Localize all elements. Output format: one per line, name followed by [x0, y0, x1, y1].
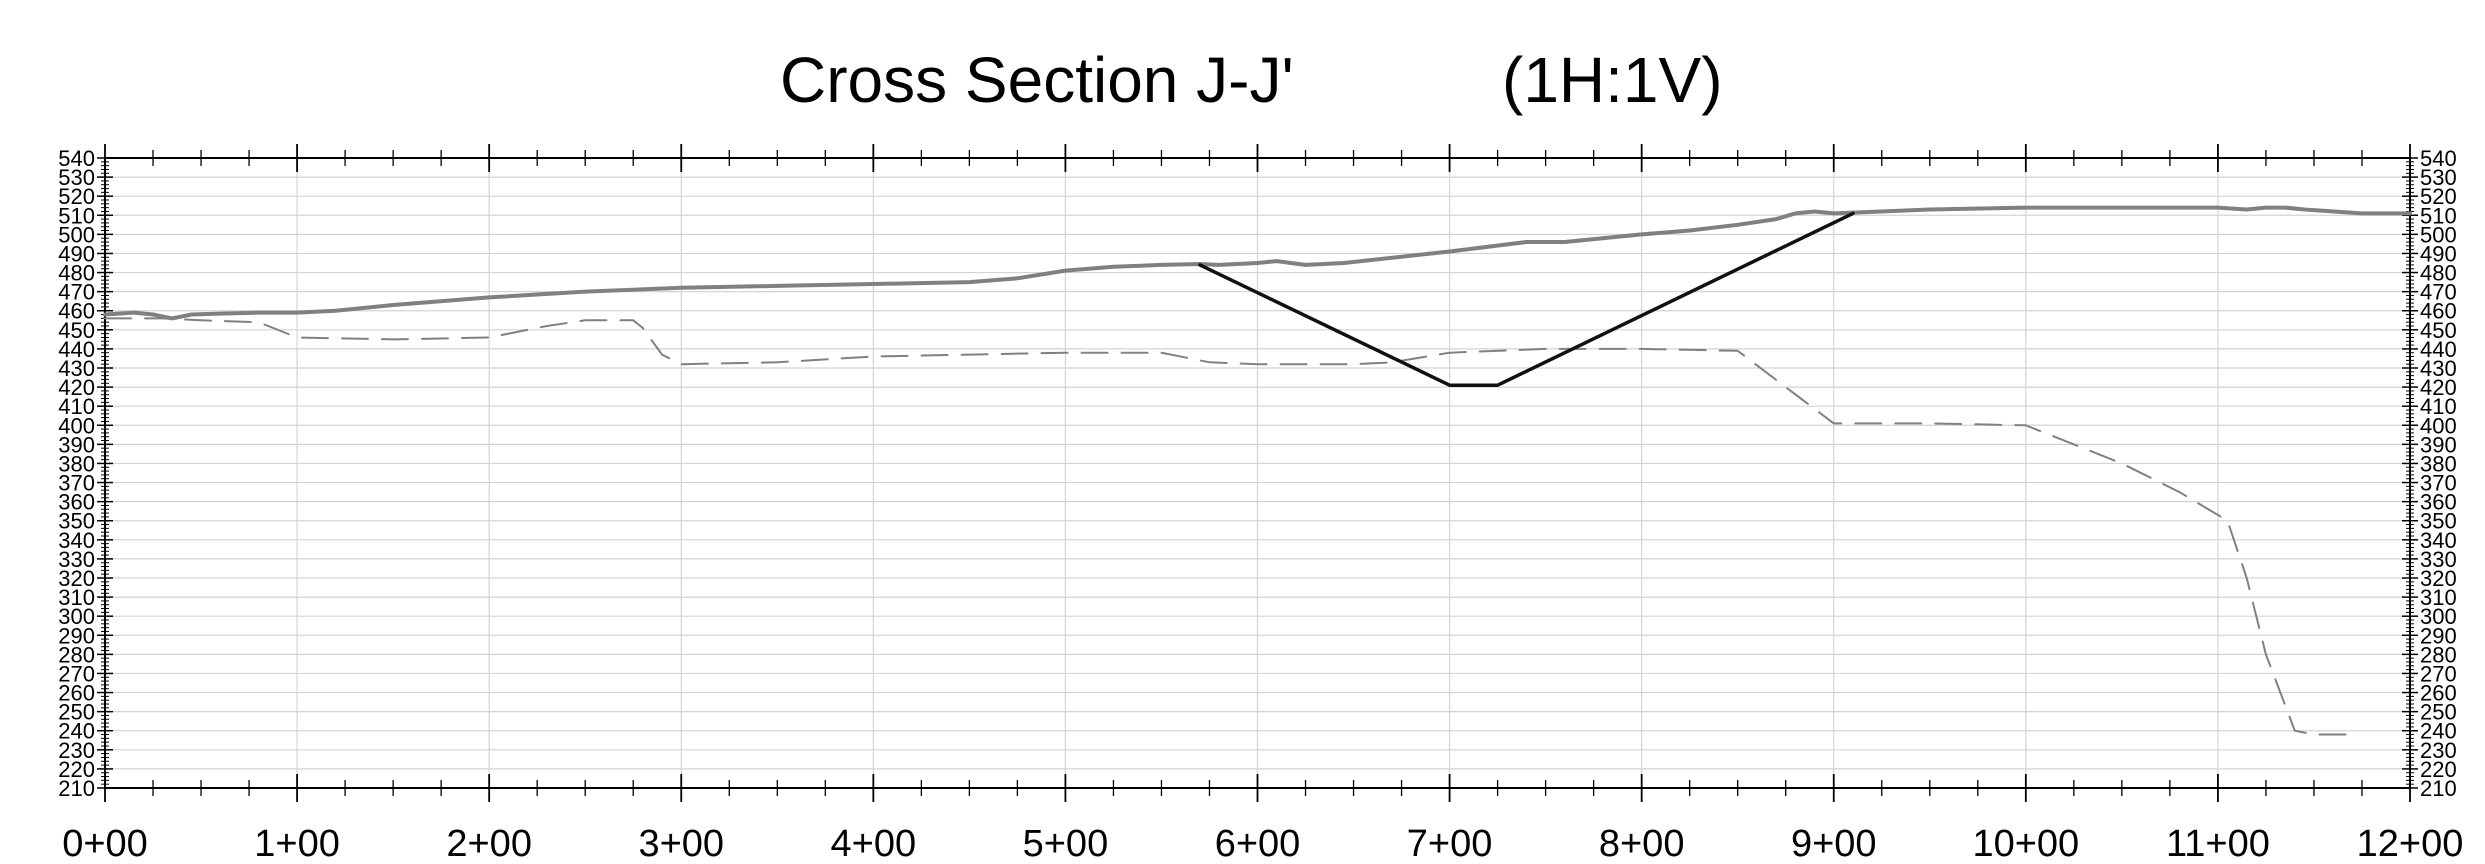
y-tick-label: 450: [58, 318, 95, 343]
y-tick-label: 330: [2420, 547, 2457, 572]
x-tick-label: 9+00: [1791, 823, 1877, 864]
plot-frame: [97, 144, 2418, 802]
y-tick-label: 360: [2420, 490, 2457, 515]
y-tick-label: 240: [58, 719, 95, 744]
y-tick-label: 260: [2420, 681, 2457, 706]
y-tick-label: 390: [58, 432, 95, 457]
chart-title: Cross Section J-J': [780, 44, 1294, 116]
y-tick-label: 210: [58, 776, 95, 801]
y-tick-label: 520: [2420, 184, 2457, 209]
y-tick-label: 380: [2420, 451, 2457, 476]
y-tick-label: 450: [2420, 318, 2457, 343]
y-tick-label: 410: [2420, 394, 2457, 419]
series-line-excavation: [1198, 211, 1855, 387]
y-tick-label: 320: [58, 566, 95, 591]
y-tick-label: 470: [58, 280, 95, 305]
y-tick-label: 370: [58, 471, 95, 496]
x-tick-label: 8+00: [1599, 823, 1685, 864]
y-tick-label: 220: [2420, 757, 2457, 782]
y-tick-label: 280: [2420, 642, 2457, 667]
y-tick-label: 400: [58, 413, 95, 438]
y-tick-label: 340: [2420, 528, 2457, 553]
y-tick-label: 400: [2420, 413, 2457, 438]
y-tick-label: 480: [58, 261, 95, 286]
y-tick-label: 320: [2420, 566, 2457, 591]
y-tick-label: 510: [58, 203, 95, 228]
y-tick-label: 230: [2420, 738, 2457, 763]
y-tick-label: 520: [58, 184, 95, 209]
y-tick-label: 350: [2420, 509, 2457, 534]
y-tick-label: 540: [58, 146, 95, 171]
y-tick-label: 370: [2420, 471, 2457, 496]
y-tick-label: 430: [58, 356, 95, 381]
x-axis-ticks: 0+00 1+00 2+00 3+00 4+00 5+00 6+00 7+00 8+00 9+00…: [62, 823, 2463, 864]
y-tick-label: 420: [2420, 375, 2457, 400]
y-tick-label: 280: [58, 642, 95, 667]
y-tick-label: 530: [58, 165, 95, 190]
y-tick-label: 210: [2420, 776, 2457, 801]
x-tick-label: 7+00: [1407, 823, 1493, 864]
x-tick-label: 1+00: [254, 823, 340, 864]
y-tick-label: 380: [58, 451, 95, 476]
x-tick-label: 6+00: [1215, 823, 1301, 864]
y-tick-label: 470: [2420, 280, 2457, 305]
y-tick-label: 490: [58, 241, 95, 266]
y-tick-label: 240: [2420, 719, 2457, 744]
y-tick-label: 340: [58, 528, 95, 553]
y-tick-label: 300: [2420, 604, 2457, 629]
series-line-ground: [103, 205, 2412, 321]
x-tick-label: 2+00: [446, 823, 532, 864]
y-tick-label: 300: [58, 604, 95, 629]
x-tick-label: 4+00: [831, 823, 917, 864]
chart-scale-note: (1H:1V): [1502, 44, 1723, 116]
grid-lines: [104, 157, 2411, 789]
y-tick-label: 540: [2420, 146, 2457, 171]
y-tick-label: 440: [2420, 337, 2457, 362]
y-tick-label: 270: [2420, 661, 2457, 686]
y-tick-label: 310: [58, 585, 95, 610]
y-tick-label: 290: [58, 623, 95, 648]
y-tick-label: 230: [58, 738, 95, 763]
y-tick-label: 250: [58, 700, 95, 725]
x-tick-label: 12+00: [2357, 823, 2464, 864]
y-tick-label: 350: [58, 509, 95, 534]
y-tick-label: 290: [2420, 623, 2457, 648]
series-line-dashed: [104, 317, 2354, 736]
y-tick-label: 330: [58, 547, 95, 572]
y-tick-label: 440: [58, 337, 95, 362]
y-tick-label: 260: [58, 681, 95, 706]
y-tick-label: 420: [58, 375, 95, 400]
plot-border: [104, 157, 2411, 789]
y-tick-label: 500: [58, 222, 95, 247]
y-tick-label: 270: [58, 661, 95, 686]
y-tick-label: 460: [58, 299, 95, 324]
y-tick-label: 310: [2420, 585, 2457, 610]
x-tick-label: 0+00: [62, 823, 148, 864]
series-lines: [103, 205, 2412, 736]
y-tick-label: 250: [2420, 700, 2457, 725]
y-tick-label: 530: [2420, 165, 2457, 190]
y-tick-label: 390: [2420, 432, 2457, 457]
y-tick-label: 220: [58, 757, 95, 782]
y-tick-label: 480: [2420, 261, 2457, 286]
y-tick-label: 510: [2420, 203, 2457, 228]
y-tick-label: 490: [2420, 241, 2457, 266]
x-tick-label: 3+00: [638, 823, 724, 864]
y-tick-label: 460: [2420, 299, 2457, 324]
y-tick-label: 500: [2420, 222, 2457, 247]
y-tick-label: 360: [58, 490, 95, 515]
x-tick-label: 5+00: [1023, 823, 1109, 864]
x-tick-label: 10+00: [1972, 823, 2079, 864]
y-tick-label: 430: [2420, 356, 2457, 381]
y-tick-label: 410: [58, 394, 95, 419]
x-tick-label: 11+00: [2166, 823, 2270, 864]
